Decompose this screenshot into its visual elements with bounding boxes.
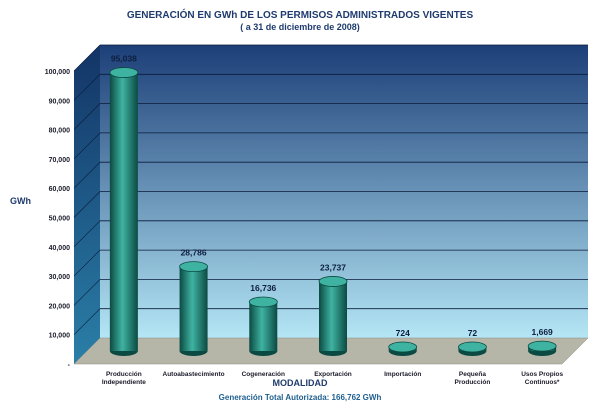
y-tick-label: 100,000 (45, 69, 70, 76)
total-footer: Generación Total Autorizada: 166,762 GWh (218, 393, 382, 402)
gridline-side (73, 191, 101, 218)
y-tick-label: 70,000 (49, 157, 71, 164)
gridline-side (73, 220, 101, 248)
x-tick-label: Exportación (314, 371, 352, 378)
gridline-side (73, 103, 101, 130)
x-tick-label: Importación (384, 371, 421, 378)
chart-subtitle: ( a 31 de diciembre de 2008) (240, 22, 360, 32)
bar-top (179, 261, 208, 273)
bar-top (109, 67, 139, 78)
gridline-side (73, 249, 101, 277)
gridline-side (73, 74, 101, 101)
bar-top (318, 276, 348, 287)
y-tick-label: 30,000 (49, 274, 71, 281)
bar (527, 340, 557, 356)
y-tick-label: 60,000 (49, 186, 71, 193)
gridline-side (73, 161, 101, 189)
y-tick-label: 10,000 (49, 333, 71, 340)
y-tick-label: - (68, 362, 71, 369)
x-tick-label: Cogeneración (242, 371, 285, 378)
bar (179, 261, 208, 356)
bar-top (388, 341, 418, 353)
data-label: 1,669 (532, 327, 554, 337)
chart-title: GENERACIÓN EN GWh DE LOS PERMISOS ADMINI… (126, 10, 474, 21)
x-tick-label: Usos Propios Continuos* (521, 371, 563, 386)
bar-body (249, 301, 278, 351)
y-tick-label: 80,000 (49, 128, 71, 135)
data-label: 28,786 (181, 248, 207, 258)
gridline-side (73, 308, 101, 335)
y-tick-label: 90,000 (49, 98, 71, 105)
x-tick-label: Producción Independiente (102, 371, 146, 386)
bar (248, 296, 278, 356)
bar-top (458, 341, 487, 353)
data-label: 16,736 (250, 283, 276, 293)
data-label: 23,737 (320, 262, 346, 272)
data-label: 95,038 (111, 54, 137, 64)
bar (318, 276, 348, 356)
data-label: 72 (468, 328, 478, 338)
bar-top (527, 340, 557, 352)
gridline-side (73, 44, 101, 72)
gridline-side (73, 279, 101, 306)
data-label: 724 (396, 328, 410, 338)
y-tick-label: 20,000 (49, 303, 71, 310)
x-axis-label: MODALIDAD (272, 378, 328, 388)
bar-body (319, 281, 347, 351)
x-tick-label: Pequeña Producción (455, 371, 491, 386)
bar-body (109, 72, 138, 351)
bar-top (248, 296, 278, 308)
bar-body (179, 266, 208, 351)
y-tick-label: 40,000 (49, 245, 71, 252)
bar (388, 341, 418, 356)
y-axis-label: GWh (10, 196, 31, 206)
x-tick-label: Autoabastecimiento (163, 371, 225, 378)
gridline-side (73, 132, 101, 160)
bar (458, 341, 487, 356)
y-tick-label: 50,000 (49, 216, 71, 223)
bar (109, 67, 139, 356)
